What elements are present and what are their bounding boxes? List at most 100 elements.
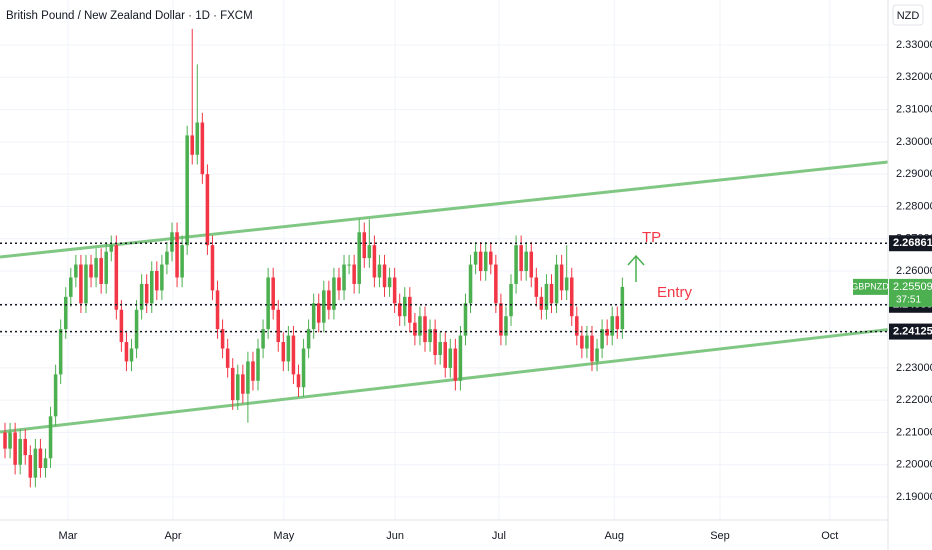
candle-body <box>580 335 584 349</box>
candle-body <box>569 277 574 317</box>
candle-body <box>504 316 508 336</box>
currency[interactable]: NZD <box>897 10 920 22</box>
y-tick-label: 2.30000 <box>896 136 932 148</box>
candle-body <box>139 283 144 310</box>
candle-body <box>53 374 58 417</box>
y-tick-label: 2.33000 <box>896 39 932 51</box>
candle-body <box>362 232 367 259</box>
candle-body <box>519 245 523 272</box>
candle-body <box>124 342 129 362</box>
candle-body <box>408 296 412 323</box>
candle-body <box>210 245 215 291</box>
candle-body <box>18 438 22 465</box>
axes: 2.190002.200002.210002.220002.230002.240… <box>59 39 932 542</box>
candle-body <box>246 361 250 394</box>
level-label: 2.26861 <box>893 237 932 249</box>
y-tick-label: 2.26000 <box>896 265 932 277</box>
candle-body <box>311 303 316 330</box>
candle-body <box>438 342 442 355</box>
symbol-label: GBPNZD <box>851 281 889 291</box>
candle-body <box>483 251 488 272</box>
candle-body <box>301 348 306 388</box>
candle-body <box>559 264 564 291</box>
candle-body <box>200 122 205 175</box>
candle-body <box>225 348 230 368</box>
y-tick-label: 2.21000 <box>896 426 932 438</box>
candle-body <box>327 290 331 310</box>
candle-body <box>185 135 189 246</box>
candle-body <box>256 348 260 381</box>
y-tick-label: 2.29000 <box>896 168 932 180</box>
candle-body <box>271 277 275 310</box>
candle-body <box>63 296 68 330</box>
candle-body <box>144 283 149 304</box>
y-tick-label: 2.28000 <box>896 200 932 212</box>
candle-body <box>413 322 417 336</box>
candle-body <box>155 271 159 291</box>
candle-body <box>215 290 220 330</box>
candle-body <box>478 251 483 272</box>
x-tick-label: May <box>273 530 294 542</box>
last-price-label: 2.25509 <box>893 281 932 293</box>
candle-body <box>448 348 453 368</box>
y-tick-label: 2.19000 <box>896 491 932 503</box>
candle-body <box>600 329 604 349</box>
candle-body <box>79 264 83 304</box>
candle-body <box>33 448 38 478</box>
channel-line <box>0 160 889 259</box>
candle-body <box>109 245 114 252</box>
candle-body <box>342 264 346 291</box>
x-tick-label: Apr <box>164 530 181 542</box>
candle-body <box>322 290 326 323</box>
y-tick-label: 2.23000 <box>896 362 932 374</box>
grid <box>0 0 888 520</box>
candle-body <box>220 329 225 349</box>
candle-body <box>94 258 98 278</box>
y-tick-label: 2.31000 <box>896 103 932 115</box>
last-price-box <box>889 278 932 307</box>
candle-body <box>160 264 164 291</box>
candle-body <box>534 277 539 297</box>
candle-body <box>316 303 321 323</box>
candle-body <box>549 283 554 304</box>
candle-body <box>332 277 336 310</box>
tp-label: TP <box>642 229 661 246</box>
candle-body <box>281 342 286 362</box>
candle-body <box>590 335 594 362</box>
level-label-box <box>889 235 932 252</box>
candle-body <box>84 264 88 304</box>
candle-body <box>119 309 124 343</box>
candle-body <box>99 258 103 284</box>
candle-body <box>418 316 422 336</box>
x-tick-label: Jul <box>492 530 506 542</box>
currency-box[interactable] <box>892 4 924 26</box>
candle-body <box>28 455 33 478</box>
candle-body <box>509 283 513 317</box>
candle-body <box>529 251 534 278</box>
candle-body <box>620 286 625 330</box>
candle-body <box>195 122 200 155</box>
candle-body <box>554 264 559 304</box>
candle-body <box>494 264 498 304</box>
candle-body <box>23 438 28 456</box>
candle-body <box>149 271 154 304</box>
level-label: 2.24125 <box>893 325 932 337</box>
candle-body <box>514 245 518 284</box>
candle-body <box>357 232 361 284</box>
candle-body <box>8 432 12 449</box>
candle-body <box>261 329 265 349</box>
candle-body <box>423 316 427 343</box>
candle-body <box>180 245 184 278</box>
candle-body <box>48 416 53 459</box>
x-tick-label: Oct <box>821 530 838 542</box>
chart-title: British Pound / New Zealand Dollar · 1D … <box>6 10 253 22</box>
candle-body <box>458 335 463 381</box>
candle-body <box>367 245 372 259</box>
candle-body <box>89 264 93 278</box>
candle-body <box>387 277 392 288</box>
candle-body <box>489 251 493 265</box>
candle-body <box>402 296 407 317</box>
candle-body <box>337 277 341 291</box>
